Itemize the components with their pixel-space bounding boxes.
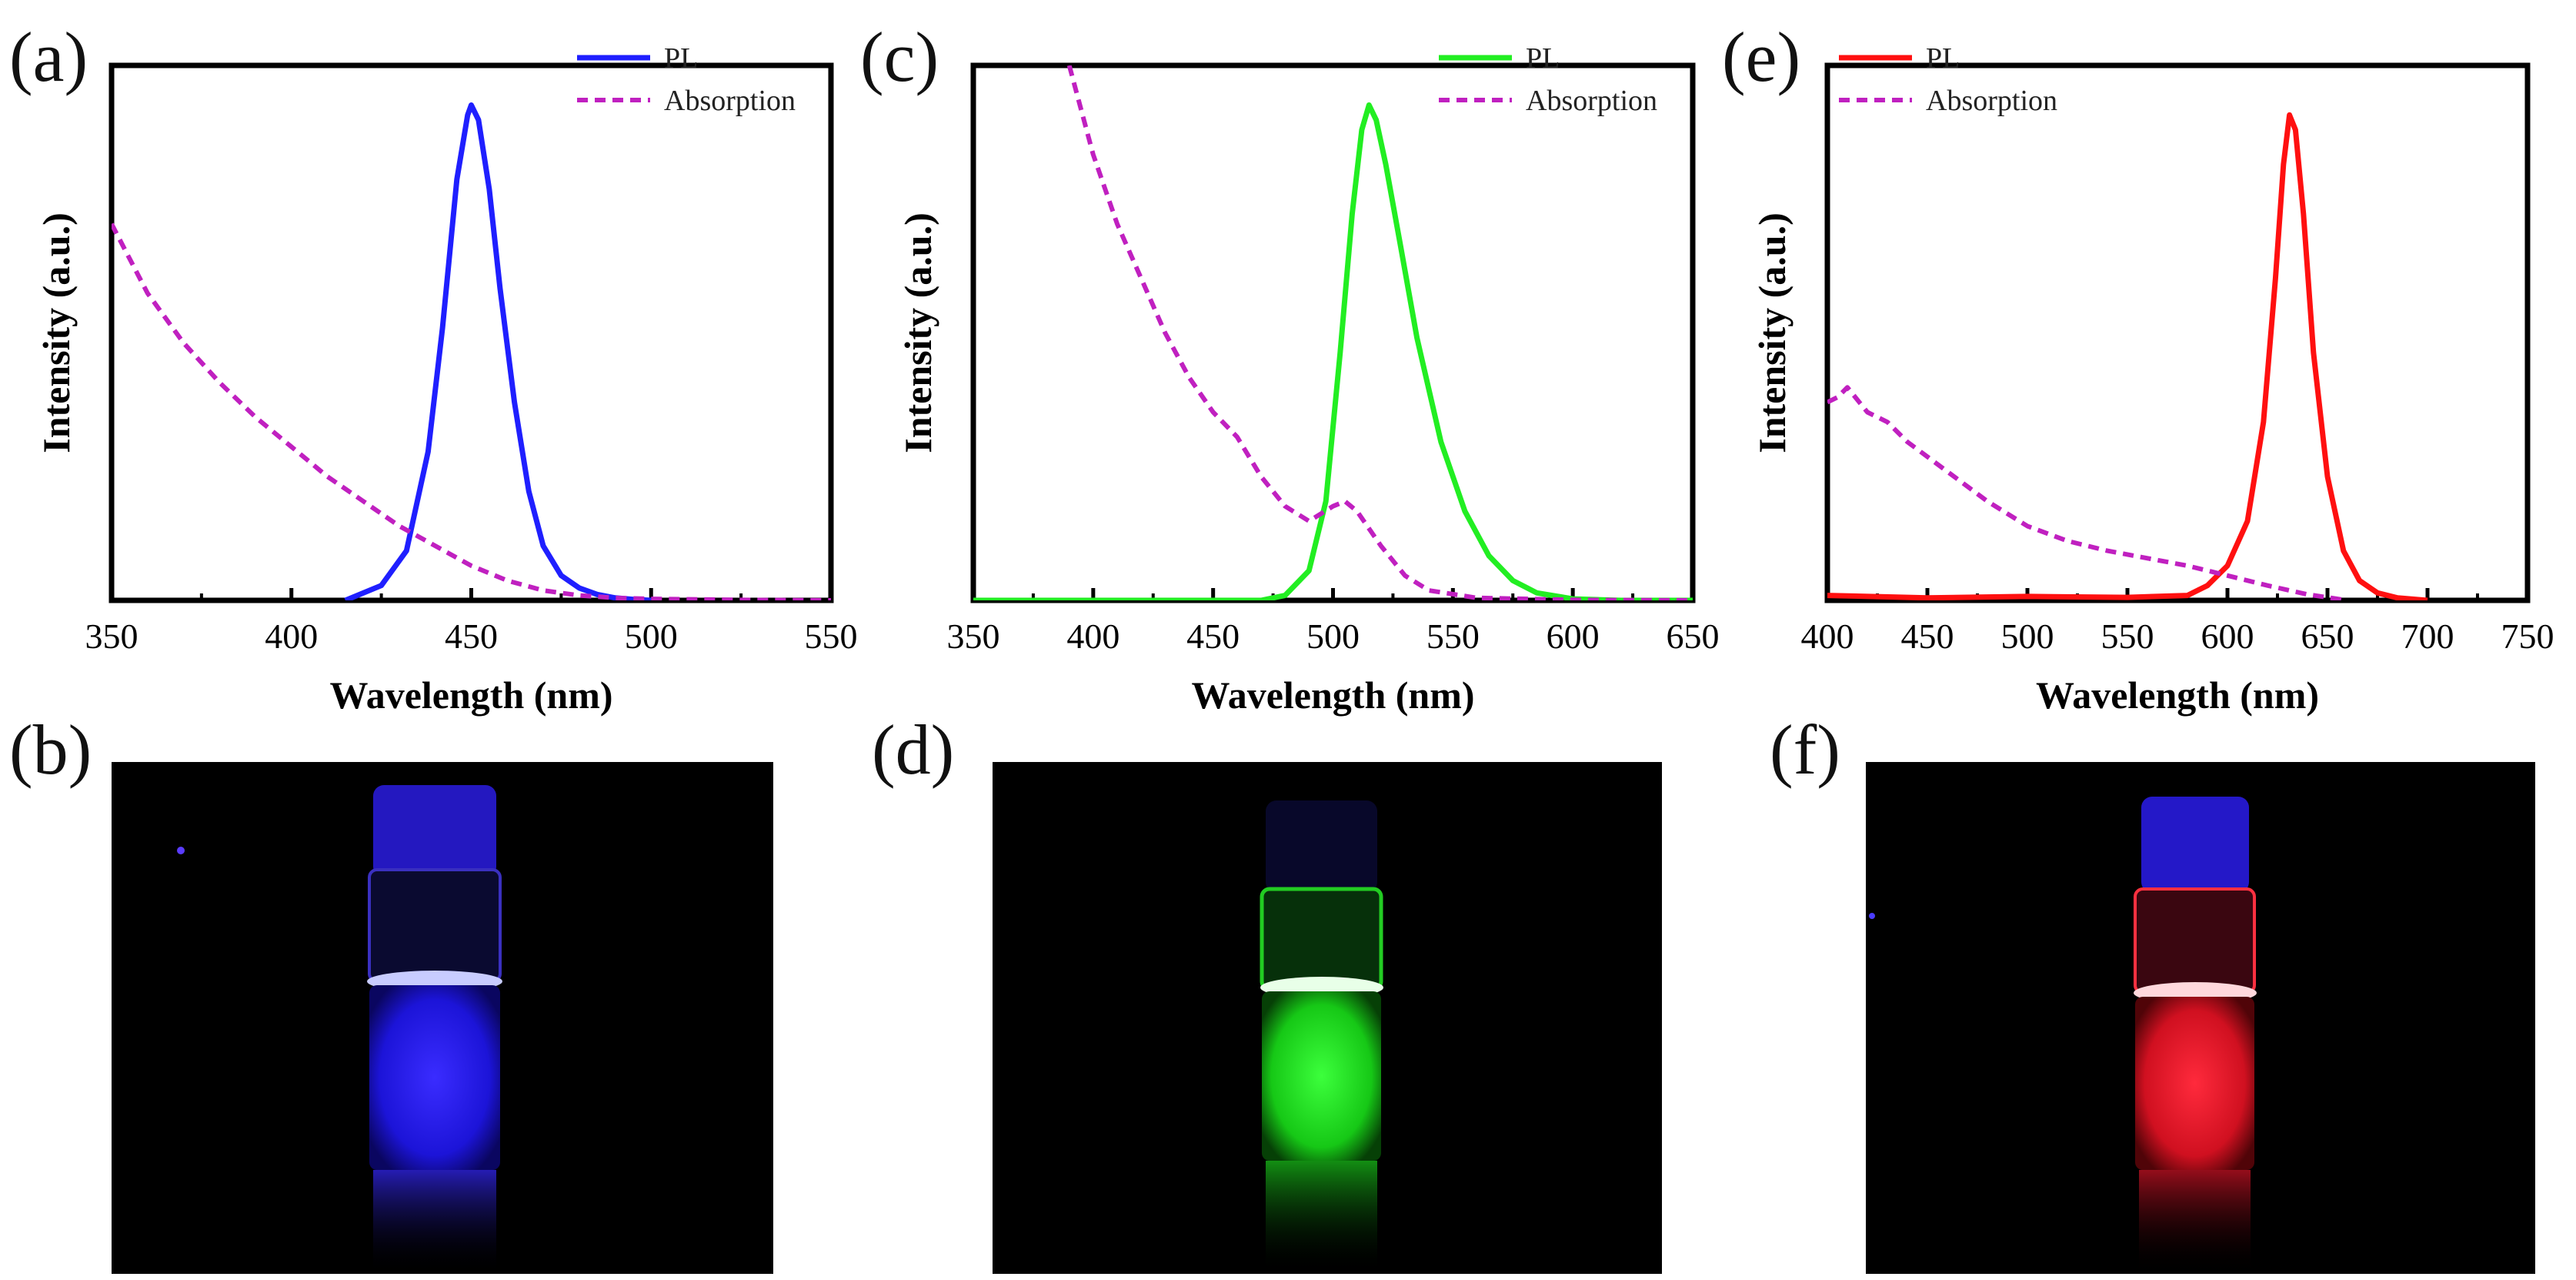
x-tick-label: 350	[85, 617, 138, 656]
x-tick-label: 600	[2201, 617, 2254, 656]
y-axis-label: Intensity (a.u.)	[1750, 212, 1794, 453]
x-tick-label: 500	[1306, 617, 1360, 656]
plot-frame	[108, 62, 834, 603]
x-tick-label: 400	[1066, 617, 1119, 656]
vial-red-illustration	[1869, 797, 2257, 1274]
legend-label-absorption: Absorption	[664, 85, 796, 117]
x-tick-label: 550	[2101, 617, 2154, 656]
legend-label-pl: PL	[1526, 42, 1560, 75]
y-axis-label: Intensity (a.u.)	[896, 212, 939, 453]
legend-label-pl: PL	[664, 42, 698, 75]
panel-label-e: (e)	[1722, 18, 1801, 96]
legend-label-pl: PL	[1926, 42, 1960, 75]
vial-blue-illustration	[177, 785, 502, 1274]
x-tick-label: 600	[1547, 617, 1600, 656]
panel-label-d: (d)	[872, 710, 955, 789]
x-tick-label: 350	[947, 617, 1000, 656]
x-tick-label: 650	[1667, 617, 1720, 656]
x-tick-label: 500	[625, 617, 678, 656]
vial-green-illustration	[1260, 800, 1383, 1274]
x-axis-label: Wavelength (nm)	[329, 673, 612, 717]
x-tick-label: 450	[445, 617, 498, 656]
series-pl-line	[344, 102, 652, 600]
legend-label-absorption: Absorption	[1926, 85, 2057, 117]
panel-label-f: (f)	[1770, 710, 1840, 789]
x-tick-label: 400	[265, 617, 318, 656]
x-tick-label: 650	[2301, 617, 2354, 656]
x-tick-label: 450	[1901, 617, 1954, 656]
legend-label-absorption: Absorption	[1526, 85, 1657, 117]
series-pl-line	[1827, 112, 2428, 600]
x-axis-label: Wavelength (nm)	[1191, 673, 1474, 717]
series-absorption-line	[1066, 65, 1693, 600]
series-absorption-line	[1827, 385, 2348, 600]
series-pl-line	[973, 102, 1693, 600]
series-absorption-line	[112, 222, 831, 600]
x-axis-label: Wavelength (nm)	[2036, 673, 2319, 717]
vial-photo-blue	[112, 762, 773, 1274]
vial-photo-red	[1866, 762, 2535, 1274]
panel-label-c: (c)	[860, 18, 939, 96]
plot-frame	[970, 62, 1696, 603]
x-tick-label: 550	[1426, 617, 1480, 656]
x-tick-label: 500	[2001, 617, 2054, 656]
x-tick-label: 750	[2501, 617, 2554, 656]
panel-label-b: (b)	[9, 710, 92, 789]
chart-3: 400 450 500 550 600 650 700 750 Wavelength (nm) I…	[1750, 42, 2554, 717]
plot-frame	[1824, 62, 2531, 603]
x-tick-label: 700	[2401, 617, 2454, 656]
chart-2: 350 400 450 500 550 600 650 Wavelength (nm) Inte…	[896, 42, 1720, 717]
panel-label-a: (a)	[9, 18, 88, 96]
x-tick-label: 400	[1801, 617, 1854, 656]
charts-layer: 350 400 450 500 550 Wavelength (nm) Intensity …	[35, 42, 2554, 717]
vial-photo-green	[993, 762, 1662, 1274]
x-tick-label: 550	[805, 617, 858, 656]
chart-1: 350 400 450 500 550 Wavelength (nm) Intensity …	[35, 42, 858, 717]
y-axis-label: Intensity (a.u.)	[35, 212, 78, 453]
x-tick-label: 450	[1186, 617, 1240, 656]
